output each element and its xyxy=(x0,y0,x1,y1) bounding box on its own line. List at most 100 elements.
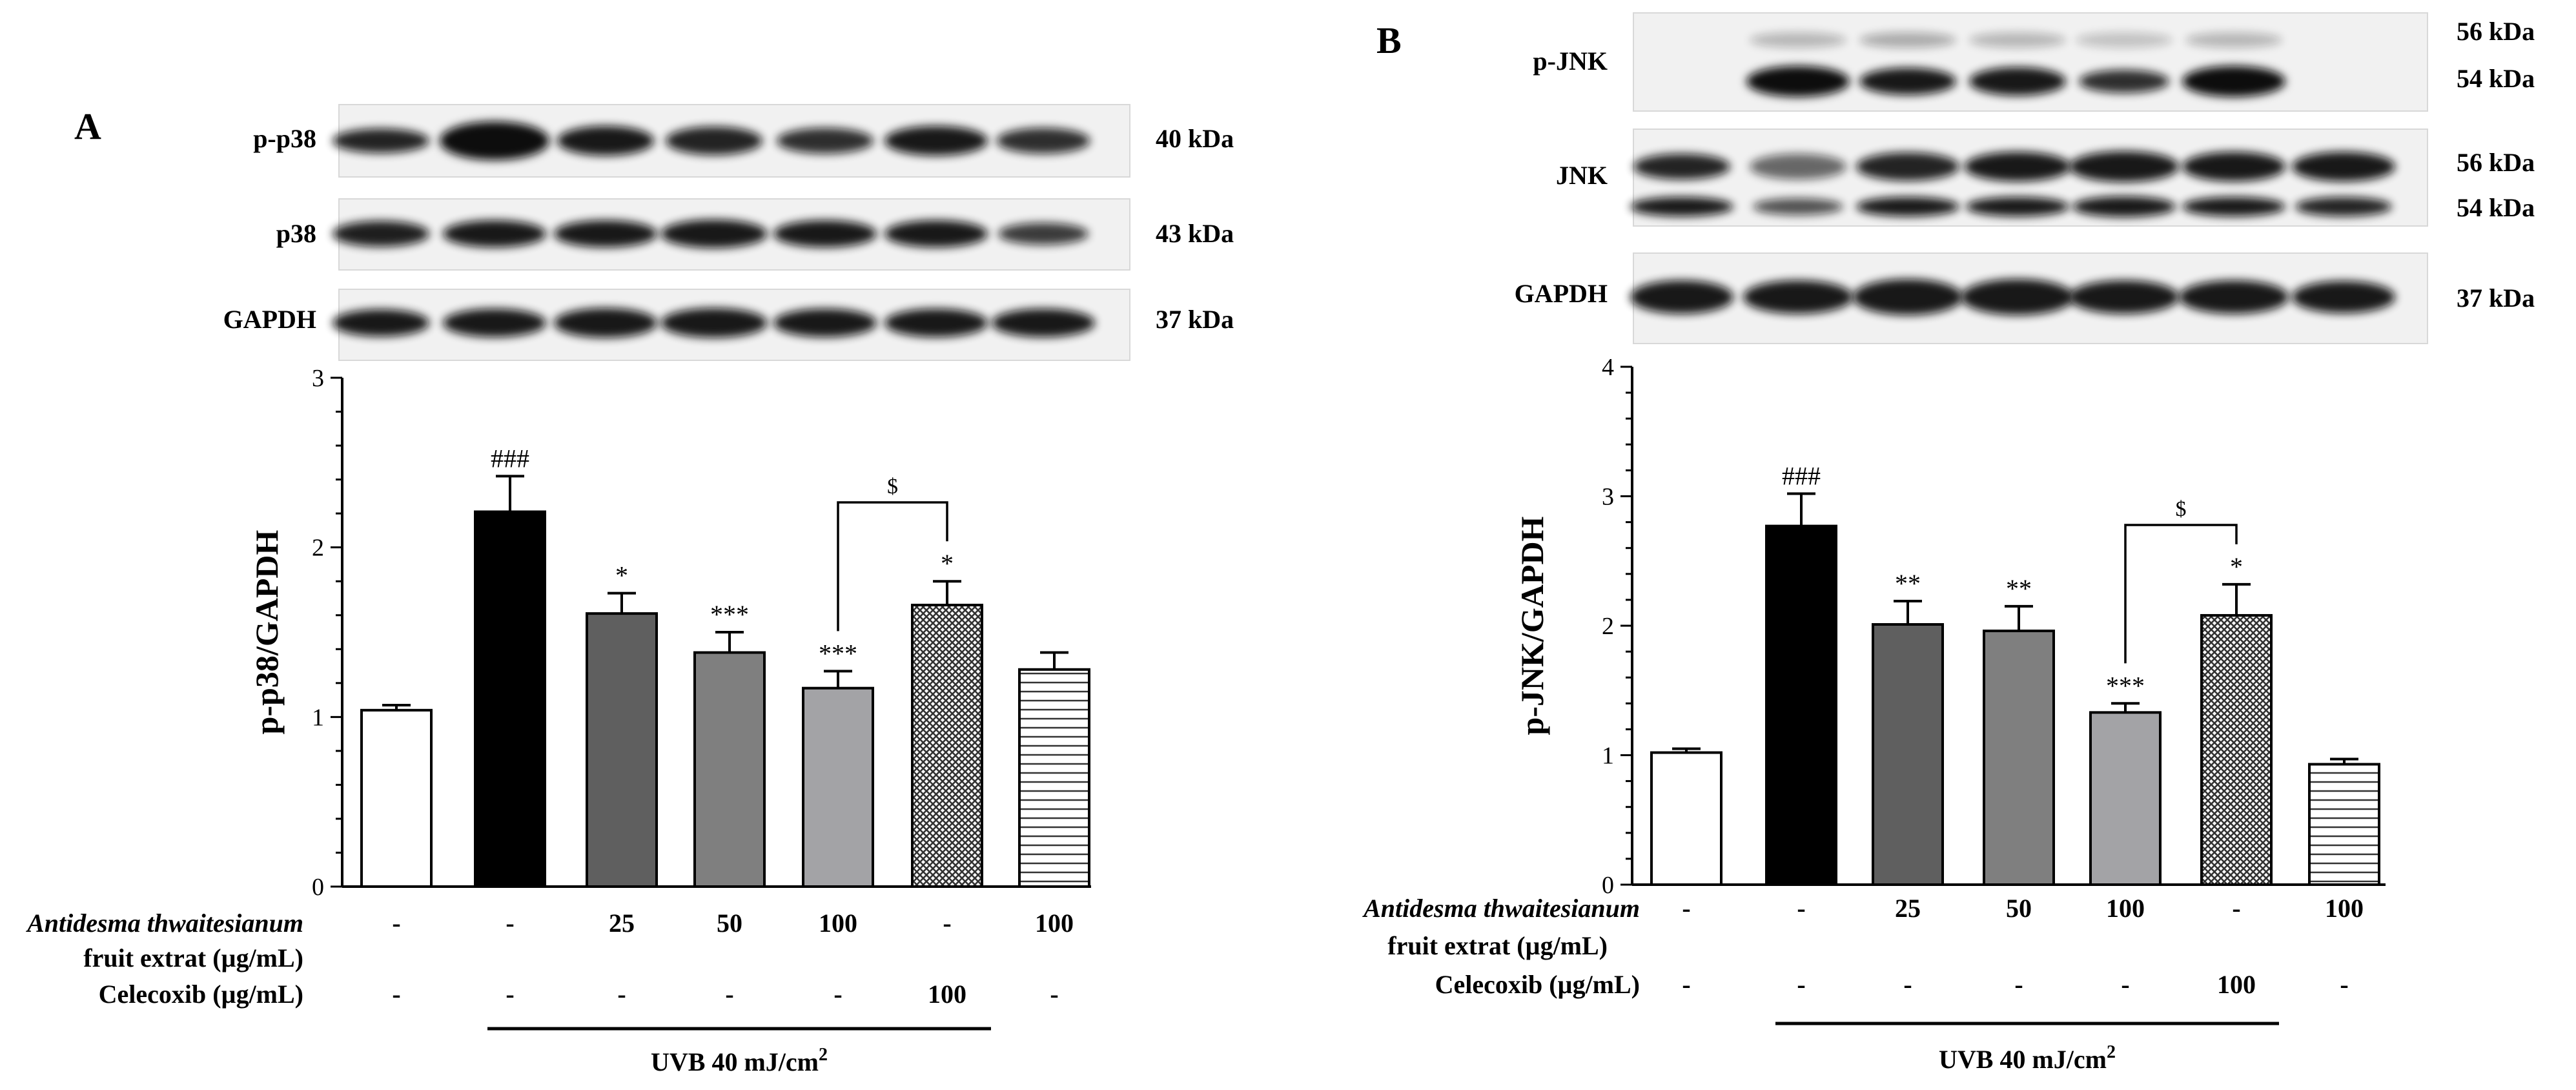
panel-b-letter: B xyxy=(1376,19,1402,61)
uvb-label: UVB 40 mJ/cm2 xyxy=(1939,1042,2116,1074)
treatment-value: 100 xyxy=(928,980,966,1009)
blot-label: GAPDH xyxy=(223,305,316,334)
significance-label: ** xyxy=(2006,574,2032,603)
blot-band xyxy=(1966,197,2069,216)
y-tick-label: 1 xyxy=(312,704,324,731)
blot-band xyxy=(1750,32,1846,48)
blot-kda: 54 kDa xyxy=(2457,64,2535,93)
blot-band xyxy=(440,121,549,160)
comparison-bracket xyxy=(837,501,948,632)
bracket-label: $ xyxy=(887,475,898,499)
blot-band xyxy=(332,129,429,153)
blot-band xyxy=(1856,152,1959,181)
bar xyxy=(1872,622,1944,886)
treatment-value: - xyxy=(1903,970,1912,999)
y-tick-label: 1 xyxy=(1602,743,1614,770)
bracket-label: $ xyxy=(2176,497,2187,521)
blot-band xyxy=(557,126,654,156)
bar xyxy=(2200,613,2273,887)
blot-band xyxy=(2069,151,2179,182)
significance-label: *** xyxy=(2106,671,2145,700)
blot-band xyxy=(777,128,874,154)
significance-label: ### xyxy=(1782,461,1821,490)
treatment-label: Celecoxib (µg/mL) xyxy=(99,980,303,1009)
blot-gapdh-b xyxy=(1630,252,2428,344)
treatment-value: 100 xyxy=(819,909,857,938)
blot-band xyxy=(1630,280,1733,314)
blot-band xyxy=(1750,154,1846,180)
treatment-value: - xyxy=(943,909,951,938)
blot-band xyxy=(1969,32,2066,48)
blot-kda: 54 kDa xyxy=(2457,193,2535,222)
y-tick-label: 2 xyxy=(312,535,324,562)
bar xyxy=(2089,711,2162,886)
blot-p-p38 xyxy=(332,104,1130,178)
treatment-value: - xyxy=(506,909,514,938)
panel-a-letter: A xyxy=(74,105,101,147)
treatment-value: - xyxy=(392,909,400,938)
significance-label: * xyxy=(615,561,628,590)
significance-label: ### xyxy=(491,444,529,473)
blot-label: p-JNK xyxy=(1533,46,1608,76)
treatment-label: Antidesma thwaitesianum xyxy=(25,909,303,938)
blot-band xyxy=(996,128,1090,154)
blot-band xyxy=(2185,32,2282,48)
treatment-value: 50 xyxy=(717,909,742,938)
bar xyxy=(2308,763,2380,887)
bar xyxy=(1650,751,1722,886)
treatment-value: - xyxy=(2121,970,2129,999)
blot-band xyxy=(773,220,877,247)
treatment-label: Celecoxib (µg/mL) xyxy=(1435,970,1640,999)
blot-band xyxy=(1853,279,1963,315)
blot-band xyxy=(332,221,429,247)
treatment-value: - xyxy=(2014,970,2023,999)
treatment-value: - xyxy=(1797,894,1805,923)
y-tick-label: 3 xyxy=(312,365,324,392)
blot-band xyxy=(1746,66,1850,97)
blot-band xyxy=(2182,66,2285,97)
y-tick-label: 0 xyxy=(1602,872,1614,899)
blot-kda: 40 kDa xyxy=(1156,124,1234,153)
blot-band xyxy=(332,309,429,336)
treatment-value: - xyxy=(2340,970,2348,999)
blot-band xyxy=(1856,197,1959,216)
blot-kda: 37 kDa xyxy=(2457,283,2535,313)
blot-band xyxy=(443,220,546,247)
blot-kda: 56 kDa xyxy=(2457,148,2535,177)
blot-band xyxy=(1969,67,2066,96)
comparison-bracket xyxy=(2124,524,2238,664)
bar xyxy=(360,708,433,888)
blot-band xyxy=(2292,281,2395,313)
blot-band xyxy=(2069,280,2179,314)
treatment-value: 100 xyxy=(2325,894,2364,923)
blot-band xyxy=(884,220,988,247)
treatment-value: - xyxy=(392,980,400,1009)
treatment-value: - xyxy=(506,980,514,1009)
treatment-value: - xyxy=(617,980,626,1009)
blot-band xyxy=(1630,197,1733,216)
significance-label: * xyxy=(941,549,954,578)
blot-band xyxy=(998,223,1089,245)
y-axis-label: p-p38/GAPDH xyxy=(249,530,285,735)
treatment-value: - xyxy=(833,980,842,1009)
blot-band xyxy=(2292,152,2395,181)
blot-band xyxy=(2072,196,2176,217)
blot-band xyxy=(2295,197,2392,216)
blot-band xyxy=(660,220,768,248)
bar xyxy=(693,651,766,889)
blot-band xyxy=(1964,152,2071,181)
treatment-label: fruit extrat (µg/mL) xyxy=(1387,931,1608,960)
treatment-value: - xyxy=(1797,970,1805,999)
bar xyxy=(1765,524,1837,886)
blot-band xyxy=(2179,280,2289,314)
blot-p38 xyxy=(332,198,1130,271)
blot-band xyxy=(884,309,988,337)
treatment-value: - xyxy=(1682,894,1690,923)
blot-band xyxy=(884,126,988,156)
blot-band xyxy=(2182,152,2285,181)
significance-label: *** xyxy=(710,600,749,629)
y-tick-label: 4 xyxy=(1602,354,1614,381)
blot-label: GAPDH xyxy=(1515,279,1608,308)
treatment-label: Antidesma thwaitesianum xyxy=(1362,894,1640,923)
